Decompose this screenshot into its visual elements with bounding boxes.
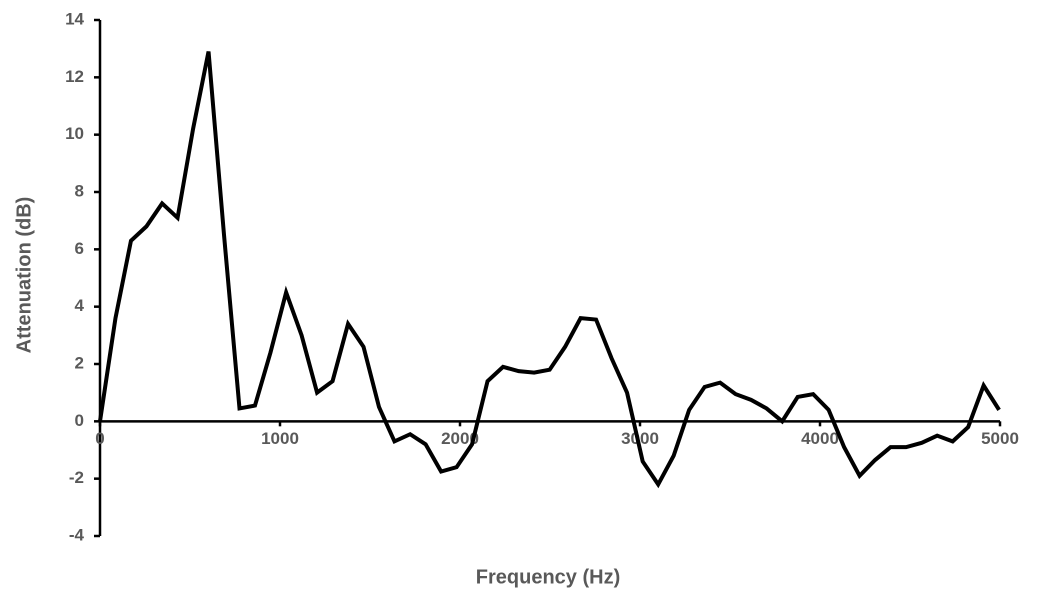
x-tick-label: 4000	[801, 429, 839, 448]
y-tick-label: -4	[69, 525, 85, 544]
x-tick-label: 5000	[981, 429, 1019, 448]
y-tick-label: 14	[65, 9, 84, 28]
y-tick-label: 6	[75, 239, 84, 258]
y-tick-label: 2	[75, 353, 84, 372]
y-tick-label: 12	[65, 67, 84, 86]
y-axis-title: Attenuation (dB)	[13, 197, 35, 354]
x-tick-label: 1000	[261, 429, 299, 448]
data-line	[98, 51, 1001, 489]
y-tick-label: 8	[75, 181, 84, 200]
x-tick-label: 2000	[441, 429, 479, 448]
y-tick-label: -2	[69, 468, 84, 487]
x-axis-title: Frequency (Hz)	[476, 566, 620, 588]
y-tick-label: 0	[75, 411, 84, 430]
x-tick-label: 3000	[621, 429, 659, 448]
y-tick-label: 10	[65, 124, 84, 143]
y-tick-label: 4	[75, 296, 85, 315]
x-tick-label: 0	[95, 429, 104, 448]
